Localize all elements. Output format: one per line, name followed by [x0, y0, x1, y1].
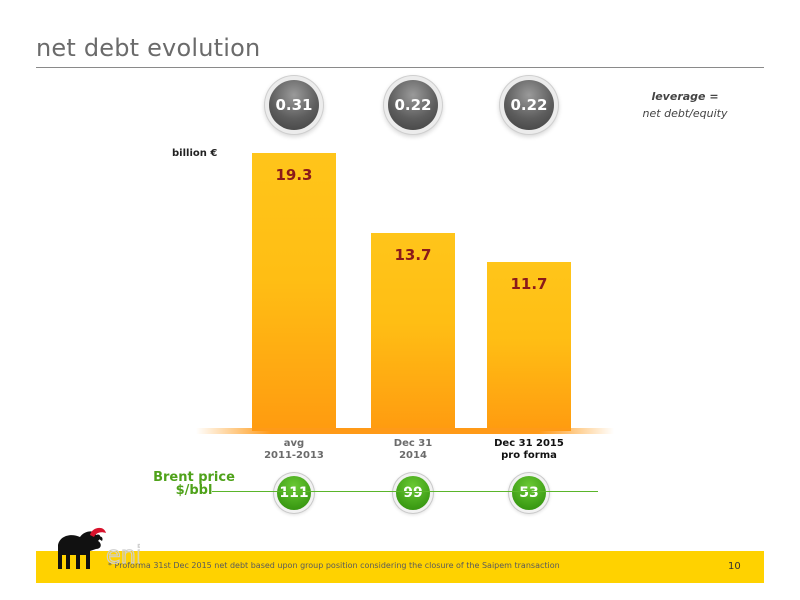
eni-wordmark: eni [106, 541, 140, 569]
bar-2 [371, 233, 455, 431]
brent-price-badge-2: 99 [396, 476, 430, 510]
slide-title: net debt evolution [36, 34, 261, 62]
leverage-definition: net debt/equity [642, 107, 728, 120]
leverage-badge-2: 0.22 [388, 80, 438, 130]
brent-price-badge-3: 53 [512, 476, 546, 510]
footnote: * Proforma 31st Dec 2015 net debt based … [108, 561, 560, 570]
eni-logo: eni [58, 527, 140, 570]
category-label-1: avg 2011-2013 [264, 438, 324, 461]
brent-price-badge-1: 111 [277, 476, 311, 510]
bar-value-label-2: 13.7 [394, 246, 432, 265]
footer-band [36, 551, 764, 583]
bar-value-label-1: 19.3 [275, 165, 313, 184]
six-legged-dog-icon [58, 527, 106, 569]
bar-3 [487, 262, 571, 431]
chart-baseline [196, 428, 614, 434]
brent-label-line1: Brent price [153, 470, 235, 485]
leverage-note: leverage = net debt/equity [630, 88, 740, 122]
bar-value-label-3: 11.7 [510, 275, 548, 294]
page-number: 10 [728, 561, 741, 572]
bar-1 [252, 152, 336, 431]
leverage-badge-1: 0.31 [269, 80, 319, 130]
brent-price-label: Brent price $/bbl [148, 471, 240, 497]
brent-price-line [212, 491, 598, 492]
title-divider [36, 67, 764, 68]
brent-label-line2: $/bbl [175, 483, 213, 498]
leverage-term: leverage = [651, 90, 719, 103]
leverage-badge-3: 0.22 [504, 80, 554, 130]
unit-label: billion € [172, 148, 218, 159]
category-label-3: Dec 31 2015 pro forma [494, 438, 564, 461]
category-label-2: Dec 31 2014 [393, 438, 433, 461]
